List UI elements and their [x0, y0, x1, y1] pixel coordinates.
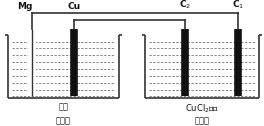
Text: 电解池: 电解池: [195, 116, 209, 125]
Text: 原电池: 原电池: [56, 116, 71, 125]
Text: C$_2$: C$_2$: [179, 0, 191, 11]
Text: Mg: Mg: [17, 2, 32, 11]
Text: C$_1$: C$_1$: [232, 0, 244, 11]
Text: CuCl$_2$溶液: CuCl$_2$溶液: [185, 102, 219, 115]
Text: Cu: Cu: [68, 2, 81, 11]
Text: 硫酸: 硫酸: [58, 102, 68, 111]
